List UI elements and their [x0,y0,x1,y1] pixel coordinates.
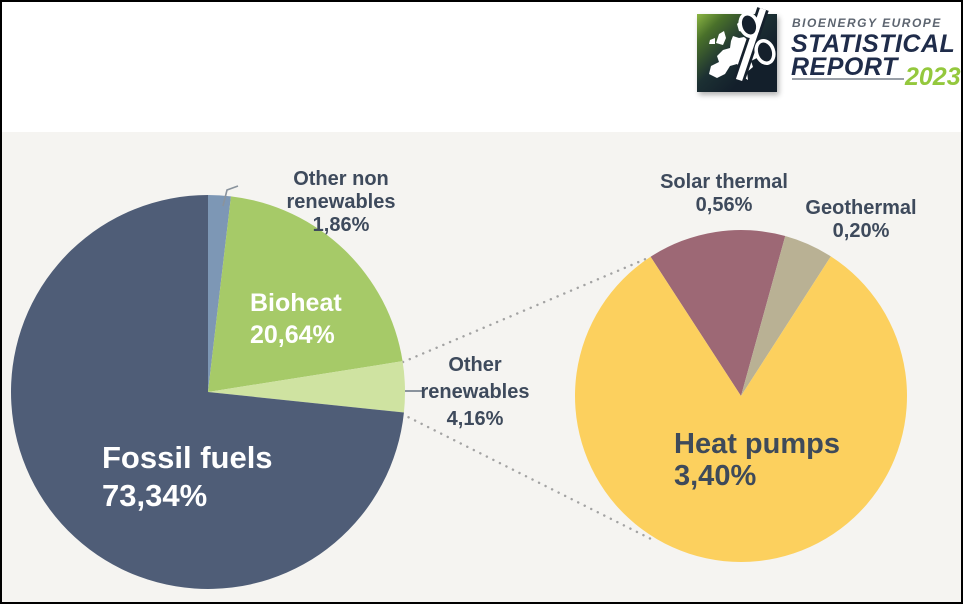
label-solar-thermal: Solar thermal 0,56% [624,171,824,217]
label-solar-thermal-name: Solar thermal [660,171,788,193]
pie-slice-heat-pumps [574,256,907,563]
zoom-connector-upper [401,256,650,364]
label-solar-thermal-value: 0,56% [695,194,753,216]
label-geothermal-value: 0,20% [832,220,890,242]
label-bioheat: Bioheat 20,64% [250,287,342,351]
logo-year: 2023 [905,63,961,91]
label-heat-pumps-name: Heat pumps [674,428,840,460]
logo-brand-line: BIOENERGY EUROPE [792,16,942,30]
label-other-non-renewables-name: Other non renewables [286,168,396,213]
pie-main-heat-market [11,195,405,589]
label-bioheat-name: Bioheat [250,289,342,317]
label-geothermal-name: Geothermal [805,197,917,219]
label-fossil-fuels-value: 73,34% [102,478,208,513]
pie-other-renewables-detail [574,230,907,563]
europe-map-icon [709,7,776,82]
label-bioheat-value: 20,64% [250,321,335,349]
label-geothermal: Geothermal 0,20% [761,197,961,243]
label-fossil-fuels: Fossil fuels 73,34% [102,439,273,515]
label-other-non-renewables: Other non renewables 1,86% [241,168,441,237]
label-heat-pumps: Heat pumps 3,40% [674,428,840,492]
logo-rule [792,78,904,80]
label-heat-pumps-value: 3,40% [674,460,757,492]
label-other-renewables-name: Other renewables [420,354,530,403]
pie-slice-geothermal [741,236,831,396]
logo-title-line1: STATISTICAL [791,30,956,58]
pie-slice-bioheat [208,196,403,392]
logo-title-line2: REPORT [791,53,898,81]
label-other-renewables: Other renewables 4,16% [415,352,535,433]
label-other-renewables-value: 4,16% [446,408,504,430]
percent-icon [733,7,776,82]
pie-slice-other-non-renewables [208,195,231,392]
label-fossil-fuels-name: Fossil fuels [102,440,273,475]
zoom-connector-lower [400,412,655,542]
pie-slice-solar-thermal [650,230,786,396]
leader-line-other-non-renewables [222,185,239,207]
pie-slice-fossil-fuels [11,195,404,589]
bioenergy-europe-logo: BIOENERGY EUROPE STATISTICAL REPORT 2023 [697,7,961,115]
percent-over-europe-map-icon [697,7,777,92]
label-other-non-renewables-value: 1,86% [312,214,370,236]
pie-slice-other-renewables [208,361,405,413]
